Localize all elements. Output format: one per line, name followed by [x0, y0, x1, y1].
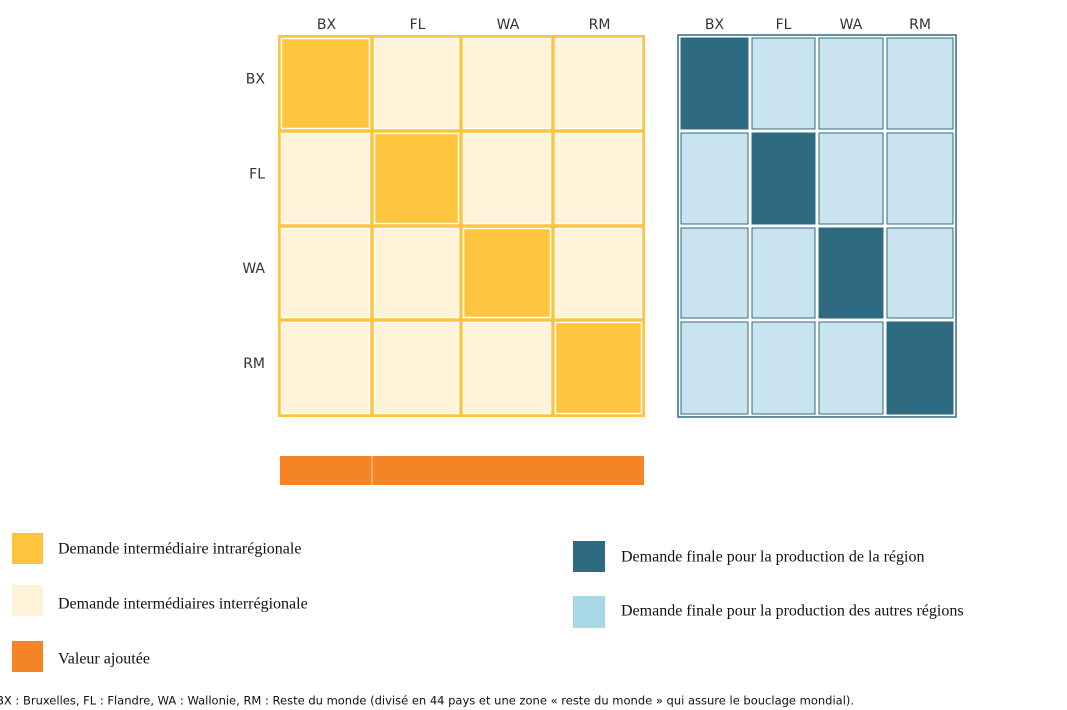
column-header: BX [705, 17, 725, 33]
matrix-cell [280, 37, 371, 130]
matrix-cell [680, 37, 749, 130]
row-header: WA [242, 261, 265, 277]
matrix-cell [751, 37, 816, 130]
matrix-cell [751, 227, 816, 319]
matrix-cell [462, 37, 552, 130]
matrix-cell [751, 321, 816, 415]
legend-swatch [12, 641, 43, 672]
matrix-cell [462, 321, 552, 415]
matrix-cell [373, 37, 460, 130]
matrix-cell [818, 132, 884, 225]
matrix-cell [886, 227, 954, 319]
matrix-cell [680, 321, 749, 415]
matrix-cell [462, 132, 552, 225]
legend-swatch [573, 541, 605, 572]
matrix-cell [680, 132, 749, 225]
matrix-cell [818, 321, 884, 415]
legend-swatch [573, 596, 605, 628]
matrix-cell [373, 227, 460, 319]
legend-label: Demande finale pour la production des au… [621, 603, 964, 620]
legend-label: Demande intermédiaires interrégionale [58, 596, 308, 613]
matrix-cell [680, 227, 749, 319]
matrix-cell [280, 321, 371, 415]
footnote: BX : Bruxelles, FL : Flandre, WA : Wallo… [0, 694, 854, 708]
value-added-bar [279, 456, 645, 485]
column-header: RM [909, 17, 931, 33]
legend-label: Demande intermédiaire intrarégionale [58, 541, 301, 558]
row-header: RM [243, 356, 265, 372]
column-header: FL [776, 17, 792, 33]
matrix-cell [373, 132, 460, 225]
column-header: RM [589, 17, 611, 33]
matrix-cell [751, 132, 816, 225]
legend-swatch [12, 585, 43, 616]
legend-label: Valeur ajoutée [58, 651, 150, 668]
legend-swatch [12, 533, 43, 564]
row-header: FL [249, 167, 265, 183]
matrix-cell [554, 37, 643, 130]
matrix-cell [280, 227, 371, 319]
matrix-cell [886, 321, 954, 415]
row-header: BX [246, 72, 266, 88]
matrix-cell [554, 227, 643, 319]
matrix-cell [373, 321, 460, 415]
matrix-cell [554, 132, 643, 225]
matrix-cell [280, 132, 371, 225]
column-header: BX [317, 17, 337, 33]
column-header: WA [840, 17, 863, 33]
matrix-cell [818, 37, 884, 130]
column-header: FL [410, 17, 426, 33]
legend-label: Demande finale pour la production de la … [621, 549, 924, 566]
matrix-cell [554, 321, 643, 415]
matrix-cell [886, 132, 954, 225]
column-header: WA [497, 17, 520, 33]
matrix-cell [462, 227, 552, 319]
matrix-cell [818, 227, 884, 319]
matrix-cell [886, 37, 954, 130]
